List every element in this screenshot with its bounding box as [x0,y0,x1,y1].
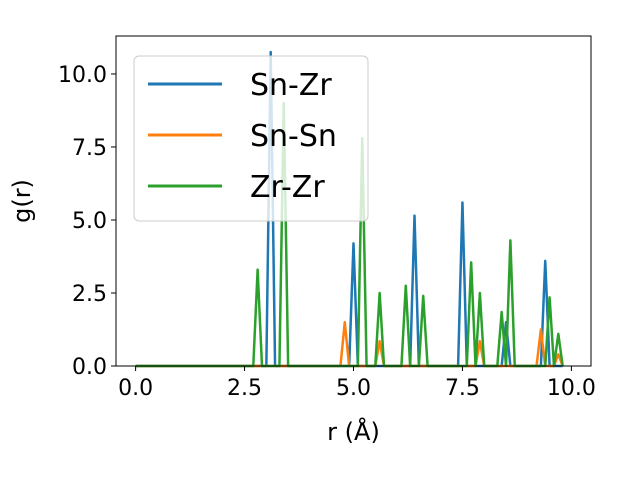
legend-label-1: Sn-Sn [250,119,337,154]
y-axis-label: g(r) [8,179,36,223]
y-tick-label: 5.0 [72,209,107,234]
x-tick-label: 10.0 [547,376,596,401]
x-axis: 0.0 2.5 5.0 7.5 10.0 [118,366,596,401]
x-tick-label: 7.5 [445,376,480,401]
y-axis: 0.0 2.5 5.0 7.5 10.0 [58,63,116,380]
x-tick-label: 5.0 [336,376,371,401]
legend-box [133,55,369,222]
x-tick-label: 0.0 [118,376,153,401]
legend-label-0: Sn-Zr [250,68,332,103]
series-line-2 [135,101,564,368]
x-axis-label: r (Å) [327,417,380,446]
y-tick-label: 10.0 [58,63,107,88]
y-tick-label: 2.5 [72,282,107,307]
legend-label-2: Zr-Zr [250,170,325,205]
y-tick-label: 0.0 [72,355,107,380]
legend: Sn-Zr Sn-Sn Zr-Zr [133,55,369,222]
x-tick-label: 2.5 [227,376,262,401]
y-tick-label: 7.5 [72,136,107,161]
